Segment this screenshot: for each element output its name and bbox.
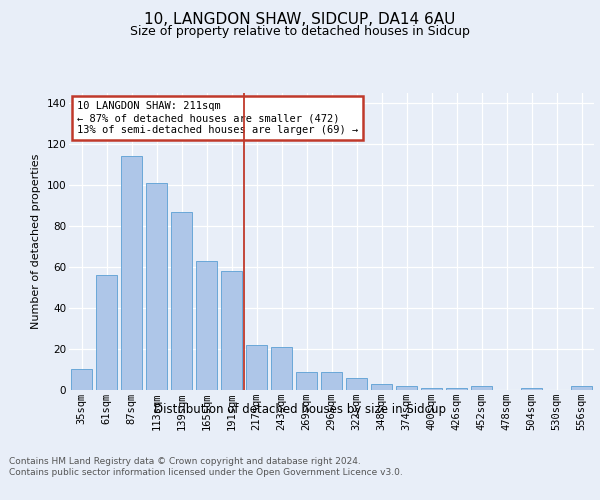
Bar [446, 388, 467, 390]
Bar [396, 386, 417, 390]
Bar [271, 347, 292, 390]
Bar [521, 388, 542, 390]
Bar [171, 212, 192, 390]
Y-axis label: Number of detached properties: Number of detached properties [31, 154, 41, 329]
Bar [196, 260, 217, 390]
Bar [121, 156, 142, 390]
Bar [471, 386, 492, 390]
Text: 10, LANGDON SHAW, SIDCUP, DA14 6AU: 10, LANGDON SHAW, SIDCUP, DA14 6AU [145, 12, 455, 28]
Bar [296, 372, 317, 390]
Bar [371, 384, 392, 390]
Bar [96, 275, 117, 390]
Bar [321, 372, 342, 390]
Bar [421, 388, 442, 390]
Text: 10 LANGDON SHAW: 211sqm
← 87% of detached houses are smaller (472)
13% of semi-d: 10 LANGDON SHAW: 211sqm ← 87% of detache… [77, 102, 358, 134]
Text: Distribution of detached houses by size in Sidcup: Distribution of detached houses by size … [154, 402, 446, 415]
Bar [246, 345, 267, 390]
Bar [571, 386, 592, 390]
Text: Size of property relative to detached houses in Sidcup: Size of property relative to detached ho… [130, 25, 470, 38]
Bar [71, 370, 92, 390]
Bar [146, 183, 167, 390]
Bar [346, 378, 367, 390]
Text: Contains HM Land Registry data © Crown copyright and database right 2024.
Contai: Contains HM Land Registry data © Crown c… [9, 458, 403, 477]
Bar [221, 271, 242, 390]
